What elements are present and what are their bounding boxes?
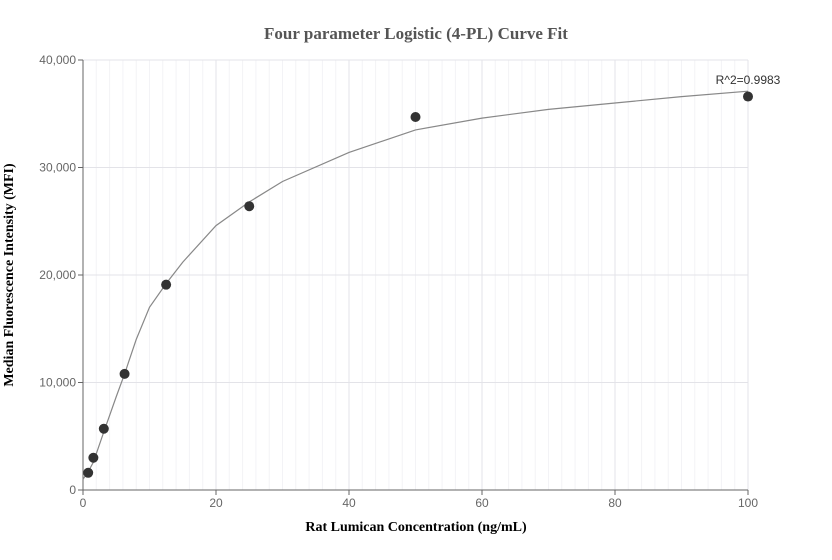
- data-point: [410, 111, 421, 122]
- x-axis-title: Rat Lumican Concentration (ng/mL): [305, 520, 527, 535]
- data-point: [119, 368, 130, 379]
- x-tick-label: 60: [475, 496, 489, 510]
- y-tick-label: 10,000: [39, 376, 76, 390]
- data-points: [83, 91, 753, 478]
- r-squared-annotation: R^2=0.9983: [716, 73, 781, 87]
- chart-title: Four parameter Logistic (4-PL) Curve Fit: [264, 24, 568, 43]
- y-axis-title: Median Fluorescence Intensity (MFI): [2, 163, 17, 387]
- data-point: [88, 452, 99, 463]
- data-point: [83, 467, 94, 478]
- x-tick-label: 40: [342, 496, 356, 510]
- data-point: [161, 279, 172, 290]
- axes: 0 20 40 60 80 100 0 10,000 20,000 30,000 40,000: [39, 53, 758, 510]
- y-tick-label: 30,000: [39, 161, 76, 175]
- x-tick-label: 20: [209, 496, 223, 510]
- data-point: [743, 91, 753, 102]
- y-tick-label: 20,000: [39, 268, 76, 282]
- data-point: [244, 201, 255, 212]
- x-tick-label: 80: [608, 496, 622, 510]
- grid: [83, 59, 749, 490]
- data-point: [98, 423, 109, 434]
- x-tick-label: 100: [738, 496, 758, 510]
- y-tick-label: 0: [69, 483, 76, 497]
- y-tick-label: 40,000: [39, 53, 76, 67]
- x-tick-label: 0: [80, 496, 87, 510]
